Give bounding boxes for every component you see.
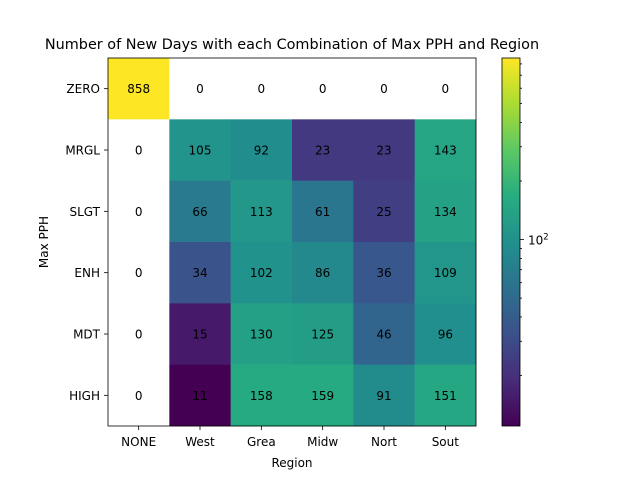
- plot-frame: [107, 57, 477, 427]
- heatmap-cell: [108, 180, 170, 243]
- heatmap-cell: [108, 242, 170, 304]
- cell-value-label: 36: [376, 266, 391, 280]
- heatmap-cell: [414, 242, 477, 304]
- heatmap-cell: [414, 303, 477, 365]
- cell-value-label: 0: [196, 82, 204, 96]
- cell-value-label: 102: [250, 266, 273, 280]
- x-tick-label: NONE: [121, 435, 156, 449]
- heatmap-cell: [292, 364, 354, 427]
- heatmap-cell: [169, 364, 231, 427]
- heatmap-cell: [353, 180, 415, 243]
- heatmap-cell: [169, 119, 231, 181]
- y-tick-label: SLGT: [69, 205, 100, 219]
- x-tick-label: West: [185, 435, 215, 449]
- y-tick-label: MRGL: [65, 144, 100, 158]
- y-tick-label: MDT: [73, 328, 101, 342]
- heatmap-cell: [230, 364, 293, 427]
- heatmap-cell: [108, 58, 170, 120]
- cell-value-label: 96: [438, 328, 453, 342]
- x-tick-label: Midw: [307, 435, 338, 449]
- y-axis-ticks: ZERO MRGL SLGT ENH MDT HIGH: [65, 82, 108, 403]
- cell-value-label: 34: [192, 266, 207, 280]
- colorbar-tick-label: 102: [528, 233, 549, 248]
- cell-value-label: 113: [250, 205, 273, 219]
- cell-value-label: 0: [135, 144, 143, 158]
- heatmap-cell: [230, 119, 293, 181]
- cell-value-label: 0: [135, 389, 143, 403]
- heatmap-cell: [292, 303, 354, 365]
- y-axis-label: Max PPH: [37, 216, 51, 268]
- cell-value-label: 11: [192, 389, 207, 403]
- x-axis-ticks: NONE West Grea Midw Nort Sout: [121, 426, 459, 449]
- cell-value-label: 15: [192, 328, 207, 342]
- heatmap-cell: [292, 242, 354, 304]
- heatmap-cell: [292, 180, 354, 243]
- cell-value-label: 46: [376, 328, 391, 342]
- cell-value-label: 0: [380, 82, 388, 96]
- heatmap-cell: [230, 180, 293, 243]
- heatmap-cell: [414, 119, 477, 181]
- cell-value-label: 0: [442, 82, 450, 96]
- cell-value-label: 151: [434, 389, 457, 403]
- colorbar: 102: [501, 57, 549, 427]
- heatmap-cell: [169, 58, 231, 120]
- cell-value-label: 61: [315, 205, 330, 219]
- heatmap-cell: [353, 119, 415, 181]
- cell-value-label: 105: [189, 144, 212, 158]
- cell-value-label: 0: [135, 205, 143, 219]
- cell-value-label: 91: [376, 389, 391, 403]
- x-axis-label: Region: [271, 456, 312, 470]
- heatmap-cell: [414, 180, 477, 243]
- y-tick-label: ZERO: [66, 82, 100, 96]
- heatmap-cell: [108, 119, 170, 181]
- heatmap-cell: [353, 303, 415, 365]
- colorbar-gradient: [501, 57, 521, 427]
- cell-value-label: 130: [250, 328, 273, 342]
- heatmap-cell: [169, 303, 231, 365]
- cell-value-label: 159: [311, 389, 334, 403]
- x-tick-label: Sout: [432, 435, 460, 449]
- cell-value-label: 134: [434, 205, 457, 219]
- cell-value-label: 143: [434, 144, 457, 158]
- heatmap-cell: [230, 242, 293, 304]
- cell-value-label: 23: [315, 144, 330, 158]
- heatmap-cell: [353, 364, 415, 427]
- heatmap-cell: [292, 58, 354, 120]
- chart-title: Number of New Days with each Combination…: [45, 37, 539, 53]
- heatmap-cell: [108, 364, 170, 427]
- cell-value-label: 0: [135, 266, 143, 280]
- cell-value-label: 109: [434, 266, 457, 280]
- colorbar-ticks: 102: [520, 63, 549, 376]
- heatmap-cell: [353, 58, 415, 120]
- y-tick-label: ENH: [74, 266, 100, 280]
- cell-value-label: 66: [192, 205, 207, 219]
- cell-value-label: 158: [250, 389, 273, 403]
- cell-value-label: 92: [254, 144, 269, 158]
- cell-value-label: 0: [319, 82, 327, 96]
- heatmap-cell: [292, 119, 354, 181]
- heatmap-cell: [169, 180, 231, 243]
- cell-value-label: 23: [376, 144, 391, 158]
- heatmap-cell: [230, 58, 293, 120]
- cell-value-label: 0: [135, 328, 143, 342]
- heatmap-cell: [414, 364, 477, 427]
- cell-value-label: 125: [311, 328, 334, 342]
- heatmap-cell: [353, 242, 415, 304]
- heatmap-cell: [108, 303, 170, 365]
- heatmap-cell: [169, 242, 231, 304]
- heatmap-cell: [414, 58, 477, 120]
- x-tick-label: Grea: [247, 435, 276, 449]
- cell-value-label: 858: [127, 82, 150, 96]
- y-tick-label: HIGH: [69, 389, 100, 403]
- heatmap-cell: [230, 303, 293, 365]
- cell-value-label: 25: [376, 205, 391, 219]
- cell-value-label: 0: [258, 82, 266, 96]
- cell-value-label: 86: [315, 266, 330, 280]
- x-tick-label: Nort: [371, 435, 397, 449]
